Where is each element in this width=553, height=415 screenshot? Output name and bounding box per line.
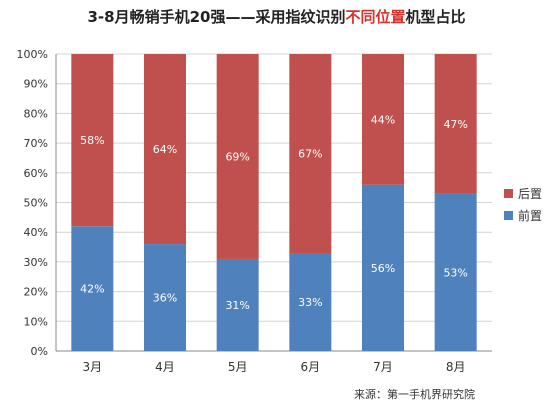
legend-label-1: 后置 xyxy=(518,187,542,201)
data-label-rear-2: 64% xyxy=(153,143,177,156)
y-tick-label: 60% xyxy=(24,167,48,180)
chart-title-prefix: 3-8月畅销手机20强——采用指纹识别 xyxy=(87,8,346,26)
x-tick-label: 8月 xyxy=(446,360,466,374)
bar-rear-2 xyxy=(144,54,186,245)
y-tick-label: 20% xyxy=(24,286,48,299)
bar-front-4 xyxy=(289,252,332,351)
bar-front-2 xyxy=(144,244,186,351)
y-tick-label: 70% xyxy=(24,137,48,150)
y-tick-label: 100% xyxy=(17,48,48,61)
x-tick-label: 6月 xyxy=(301,360,321,374)
data-label-rear-4: 67% xyxy=(298,147,322,160)
data-label-rear-3: 69% xyxy=(225,150,249,163)
x-tick-label: 5月 xyxy=(228,360,248,374)
legend-label-2: 前置 xyxy=(518,208,542,223)
y-tick-label: 90% xyxy=(24,78,48,91)
data-label-rear-1: 58% xyxy=(80,134,104,147)
bar-rear-1 xyxy=(71,54,114,227)
data-label-front-2: 36% xyxy=(153,292,177,305)
bar-rear-4 xyxy=(289,54,332,253)
bar-front-6 xyxy=(434,193,477,351)
data-label-rear-5: 44% xyxy=(371,113,395,126)
bar-rear-3 xyxy=(216,54,259,259)
y-tick-label: 30% xyxy=(24,256,48,269)
x-tick-label: 3月 xyxy=(83,360,103,374)
chart-title-suffix: 机型占比 xyxy=(405,8,466,26)
source-note: 来源：第一手机界研究院 xyxy=(354,388,475,401)
bar-rear-5 xyxy=(362,54,404,185)
x-tick-label: 4月 xyxy=(155,360,175,374)
bar-front-5 xyxy=(362,184,404,351)
chart-title: 3-8月畅销手机20强——采用指纹识别不同位置机型占比 xyxy=(0,6,553,27)
bar-front-3 xyxy=(216,258,259,351)
y-tick-label: 50% xyxy=(24,197,48,210)
bar-rear-6 xyxy=(434,54,477,194)
data-label-front-3: 31% xyxy=(225,299,249,312)
legend-swatch-2 xyxy=(504,211,513,220)
data-label-front-6: 53% xyxy=(443,266,467,279)
y-tick-label: 0% xyxy=(31,345,48,358)
y-tick-label: 10% xyxy=(24,315,48,328)
data-label-rear-6: 47% xyxy=(443,118,467,131)
x-tick-label: 7月 xyxy=(373,360,393,374)
data-label-front-4: 33% xyxy=(298,296,322,309)
data-label-front-5: 56% xyxy=(371,262,395,275)
chart-title-highlight: 不同位置 xyxy=(345,8,406,26)
y-tick-label: 40% xyxy=(24,226,48,239)
data-label-front-1: 42% xyxy=(80,283,104,296)
legend-swatch-1 xyxy=(504,189,513,198)
bar-front-1 xyxy=(71,226,114,351)
y-tick-label: 80% xyxy=(24,107,48,120)
